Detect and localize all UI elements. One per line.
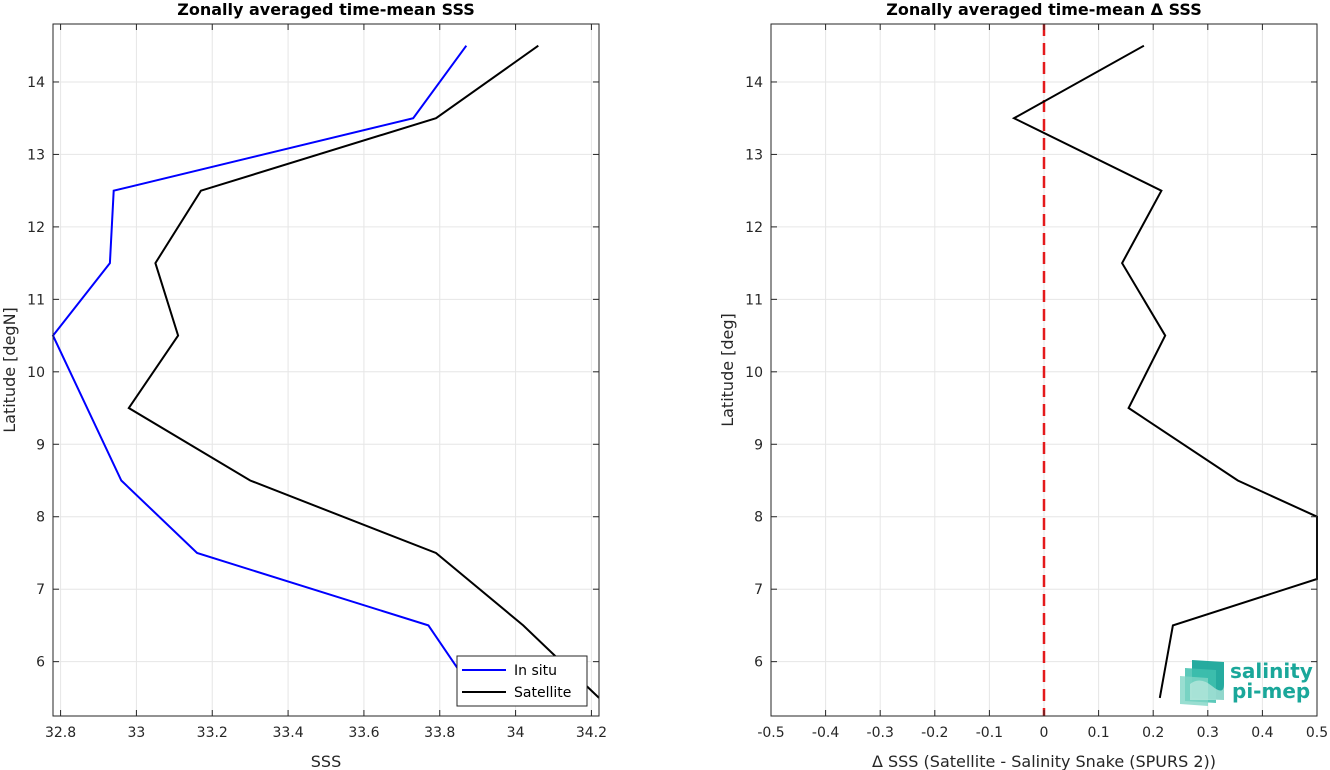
- sss-title: Zonally averaged time-mean SSS: [177, 0, 475, 19]
- logo-text-line2: pi-mep: [1232, 679, 1310, 703]
- sss-y-tick-label: 13: [27, 147, 45, 163]
- sss-y-tick-label: 9: [36, 437, 45, 453]
- delta-sss-title: Zonally averaged time-mean Δ SSS: [886, 0, 1202, 19]
- delta-sss-x-tick-label: -0.1: [976, 725, 1003, 741]
- delta-sss-ticks: -0.5 -0.4 -0.3 -0.2 -0.1 0 0.1 0.2 0.3 0.4 0.5 6 7 8 9…: [745, 24, 1328, 741]
- sss-x-tick-label: 33.8: [424, 725, 455, 741]
- sss-plot-area: [53, 24, 599, 716]
- sss-y-tick-label: 12: [27, 220, 45, 236]
- sss-y-tick-label: 14: [27, 75, 45, 91]
- sss-x-tick-label: 34: [507, 725, 525, 741]
- salinity-pi-mep-logo: salinity pi-mep: [1180, 659, 1313, 706]
- delta-sss-series-line-delta: [1011, 44, 1318, 699]
- sss-y-tick-label: 8: [36, 510, 45, 526]
- sss-ticks: 32.8 33 33.2 33.4 33.6 33.8 34 34.2 6 7 8 9 10 11 12 13…: [27, 24, 607, 741]
- sss-legend: In situ Satellite: [456, 655, 588, 707]
- sss-x-tick-label: 33.2: [197, 725, 228, 741]
- legend-label-in-situ: In situ: [514, 663, 557, 679]
- sss-panel: 32.8 33 33.2 33.4 33.6 33.8 34 34.2 6 7 8 9 10 11 12 13…: [0, 0, 607, 770]
- sss-x-tick-label: 32.8: [45, 725, 76, 741]
- sss-x-tick-label: 33.6: [348, 725, 379, 741]
- delta-sss-y-tick-label: 11: [745, 292, 763, 308]
- delta-sss-x-tick-label: 0: [1040, 725, 1049, 741]
- delta-sss-y-tick-label: 7: [754, 582, 763, 598]
- delta-sss-y-tick-label: 14: [745, 75, 763, 91]
- delta-sss-y-tick-label: 10: [745, 365, 763, 381]
- sss-grid: [53, 24, 599, 716]
- logo-wave-icon: [1180, 660, 1224, 706]
- delta-sss-x-tick-label: 0.3: [1197, 725, 1219, 741]
- delta-sss-x-tick-label: 0.1: [1087, 725, 1109, 741]
- sss-x-tick-label: 33.4: [272, 725, 303, 741]
- delta-sss-series-group: [1011, 24, 1318, 716]
- delta-sss-x-tick-label: 0.5: [1306, 725, 1328, 741]
- delta-sss-y-tick-label: 13: [745, 147, 763, 163]
- sss-x-tick-label: 34.2: [576, 725, 607, 741]
- sss-y-tick-label: 10: [27, 365, 45, 381]
- legend-label-satellite: Satellite: [514, 685, 571, 701]
- sss-axes-frame: [52, 23, 600, 717]
- delta-sss-y-tick-label: 12: [745, 220, 763, 236]
- delta-sss-x-tick-label: 0.4: [1251, 725, 1273, 741]
- delta-sss-x-tick-label: -0.4: [812, 725, 839, 741]
- sss-y-axis-label: Latitude [degN]: [0, 307, 19, 433]
- sss-y-tick-label: 6: [36, 655, 45, 671]
- sss-y-tick-label: 7: [36, 582, 45, 598]
- sss-x-tick-label: 33: [128, 725, 146, 741]
- delta-sss-x-tick-label: 0.2: [1142, 725, 1164, 741]
- sss-series-line-satellite: [127, 44, 600, 699]
- delta-sss-y-tick-label: 9: [754, 437, 763, 453]
- delta-sss-x-tick-label: -0.3: [867, 725, 894, 741]
- delta-sss-panel: -0.5 -0.4 -0.3 -0.2 -0.1 0 0.1 0.2 0.3 0.4 0.5 6 7 8 9…: [718, 0, 1328, 770]
- legend-box: [456, 655, 588, 707]
- logo-text-line1: salinity: [1230, 659, 1313, 683]
- delta-sss-x-tick-label: -0.2: [921, 725, 948, 741]
- delta-sss-y-tick-label: 8: [754, 510, 763, 526]
- delta-sss-x-axis-label: Δ SSS (Satellite - Salinity Snake (SPURS…: [872, 752, 1216, 770]
- delta-sss-y-axis-label: Latitude [deg]: [718, 313, 737, 427]
- delta-sss-y-tick-label: 6: [754, 655, 763, 671]
- sss-y-tick-label: 11: [27, 292, 45, 308]
- delta-sss-x-tick-label: -0.5: [757, 725, 784, 741]
- sss-x-axis-label: SSS: [311, 752, 341, 770]
